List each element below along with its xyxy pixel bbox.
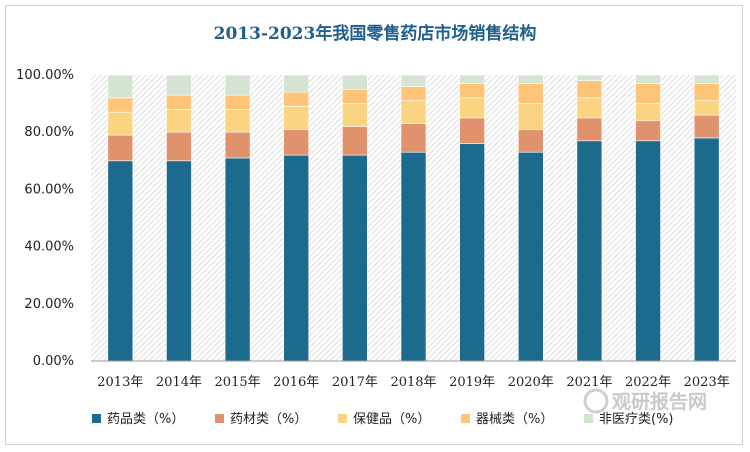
bar-segment-3 xyxy=(283,106,310,130)
bars xyxy=(107,74,720,362)
legend: 药品类（%） 药材类（%） 保健品（%） 器械类（%） 非医疗类(%) xyxy=(92,412,674,427)
bar-segment-2 xyxy=(459,117,485,144)
bar-segment-5 xyxy=(107,74,134,99)
bar-segment-5 xyxy=(400,74,427,87)
legend-label: 药材类（%） xyxy=(230,412,307,427)
bar-segment-4 xyxy=(166,94,192,110)
bar-segment-3 xyxy=(166,109,192,133)
x-tick-label: 2013年 xyxy=(97,375,143,390)
bar-segment-2 xyxy=(283,129,310,156)
legend-swatch xyxy=(584,414,593,423)
y-tick-label: 60.00% xyxy=(24,182,74,197)
y-axis: 0.00% 20.00% 40.00% 60.00% 80.00% 100.00% xyxy=(16,68,74,369)
bar-segment-1 xyxy=(342,154,368,362)
bar-segment-2 xyxy=(635,120,661,142)
legend-label: 药品类（%） xyxy=(107,412,184,427)
x-tick-label: 2021年 xyxy=(566,375,612,390)
legend-label: 保健品（%） xyxy=(353,412,430,427)
bar-segment-2 xyxy=(166,131,192,162)
bar-segment-5 xyxy=(166,74,192,96)
bar-segment-4 xyxy=(342,89,368,104)
bar-segment-3 xyxy=(693,100,720,116)
bar-segment-1 xyxy=(459,143,485,362)
bar-segment-4 xyxy=(576,80,603,99)
bar-segment-2 xyxy=(342,126,368,156)
bar-segment-4 xyxy=(635,83,661,104)
chart-title: 2013-2023年我国零售药店市场销售结构 xyxy=(214,23,537,44)
legend-swatch xyxy=(338,414,347,423)
x-tick-label: 2018年 xyxy=(390,375,436,390)
bar-segment-5 xyxy=(283,74,310,93)
y-tick-label: 100.00% xyxy=(16,68,74,83)
bar-segment-5 xyxy=(224,74,251,96)
bar-segment-1 xyxy=(166,160,192,362)
legend-label: 非医疗类(%) xyxy=(599,412,674,427)
bar-segment-2 xyxy=(224,131,251,159)
watermark-text: 观研报告网 xyxy=(612,390,707,413)
bar-segment-4 xyxy=(224,94,251,110)
bar-segment-3 xyxy=(342,103,368,127)
bar-segment-5 xyxy=(517,74,544,84)
watermark: 观研报告网 xyxy=(583,388,707,414)
x-tick-label: 2023年 xyxy=(684,375,730,390)
bar-segment-2 xyxy=(576,117,603,142)
bar-segment-3 xyxy=(224,109,251,133)
bar-segment-1 xyxy=(400,151,427,362)
bar-segment-1 xyxy=(517,151,544,362)
bar-segment-2 xyxy=(400,123,427,153)
y-tick-label: 40.00% xyxy=(24,240,74,255)
bar-segment-3 xyxy=(400,100,427,124)
bar-segment-1 xyxy=(283,154,310,362)
bar-segment-1 xyxy=(576,140,603,362)
watermark-logo-icon xyxy=(583,388,609,414)
x-axis: 2013年 2014年 2015年 2016年 2017年 2018年 2019年 2020年… xyxy=(97,375,729,390)
legend-swatch xyxy=(215,414,224,423)
x-tick-label: 2022年 xyxy=(625,375,671,390)
bar-segment-5 xyxy=(693,74,720,84)
x-tick-label: 2020年 xyxy=(508,375,554,390)
bar-segment-4 xyxy=(107,97,134,113)
bar-segment-1 xyxy=(224,157,251,362)
legend-swatch xyxy=(92,414,101,423)
bar-segment-3 xyxy=(107,111,134,136)
bar-segment-2 xyxy=(517,129,544,153)
bar-segment-1 xyxy=(635,140,661,362)
x-tick-label: 2019年 xyxy=(449,375,495,390)
bar-segment-5 xyxy=(459,74,485,84)
bar-segment-2 xyxy=(693,114,720,139)
x-tick-label: 2017年 xyxy=(332,375,378,390)
bar-segment-5 xyxy=(342,74,368,90)
bar-segment-4 xyxy=(517,83,544,104)
bar-segment-4 xyxy=(283,91,310,107)
y-tick-label: 20.00% xyxy=(24,297,74,312)
bar-segment-4 xyxy=(693,83,720,102)
bar-segment-4 xyxy=(459,83,485,99)
bar-segment-4 xyxy=(400,86,427,102)
bar-segment-3 xyxy=(459,97,485,119)
legend-label: 器械类（%） xyxy=(476,412,553,427)
bar-segment-3 xyxy=(576,97,603,119)
bar-segment-1 xyxy=(107,160,134,362)
x-tick-label: 2014年 xyxy=(156,375,202,390)
bar-segment-1 xyxy=(693,137,720,362)
bar-segment-2 xyxy=(107,134,134,162)
x-tick-label: 2016年 xyxy=(273,375,319,390)
bar-segment-3 xyxy=(635,103,661,122)
y-tick-label: 80.00% xyxy=(24,125,74,140)
x-tick-label: 2015年 xyxy=(215,375,261,390)
bar-segment-5 xyxy=(576,74,603,82)
bar-segment-5 xyxy=(635,74,661,84)
y-tick-label: 0.00% xyxy=(33,354,74,369)
bar-segment-3 xyxy=(517,103,544,130)
legend-swatch xyxy=(461,414,470,423)
